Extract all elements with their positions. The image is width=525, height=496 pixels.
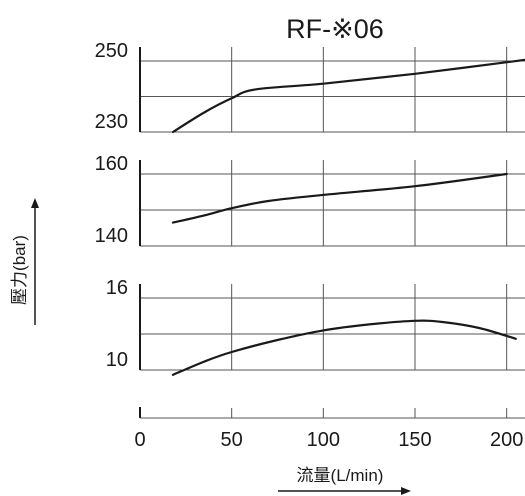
y-tick-label: 16 xyxy=(106,277,128,299)
x-tick-label: 150 xyxy=(398,429,431,451)
series-line xyxy=(171,319,517,376)
y-axis-label: 壓力(bar) xyxy=(10,235,29,305)
x-axis-label: 流量(L/min) xyxy=(297,466,384,485)
chart-title: RF-※06 xyxy=(286,14,384,44)
x-tick-label: 0 xyxy=(134,429,145,451)
x-tick-label: 200 xyxy=(490,429,523,451)
y-axis-label-arrowhead xyxy=(31,198,39,208)
y-tick-label: 250 xyxy=(95,40,128,62)
y-tick-label: 140 xyxy=(95,225,128,247)
panel-1: 250 230 xyxy=(95,40,525,134)
y-tick-label: 230 xyxy=(95,111,128,133)
x-tick-label: 50 xyxy=(221,429,243,451)
x-tick-label: 100 xyxy=(307,429,340,451)
series-line xyxy=(171,172,508,224)
series-line xyxy=(171,58,525,134)
y-tick-label: 160 xyxy=(95,153,128,175)
x-axis: 0 50 100 150 200 xyxy=(134,407,525,451)
x-axis-label-arrowhead xyxy=(401,487,411,495)
y-tick-label: 10 xyxy=(106,349,128,371)
panel-2: 160 140 xyxy=(95,153,525,247)
